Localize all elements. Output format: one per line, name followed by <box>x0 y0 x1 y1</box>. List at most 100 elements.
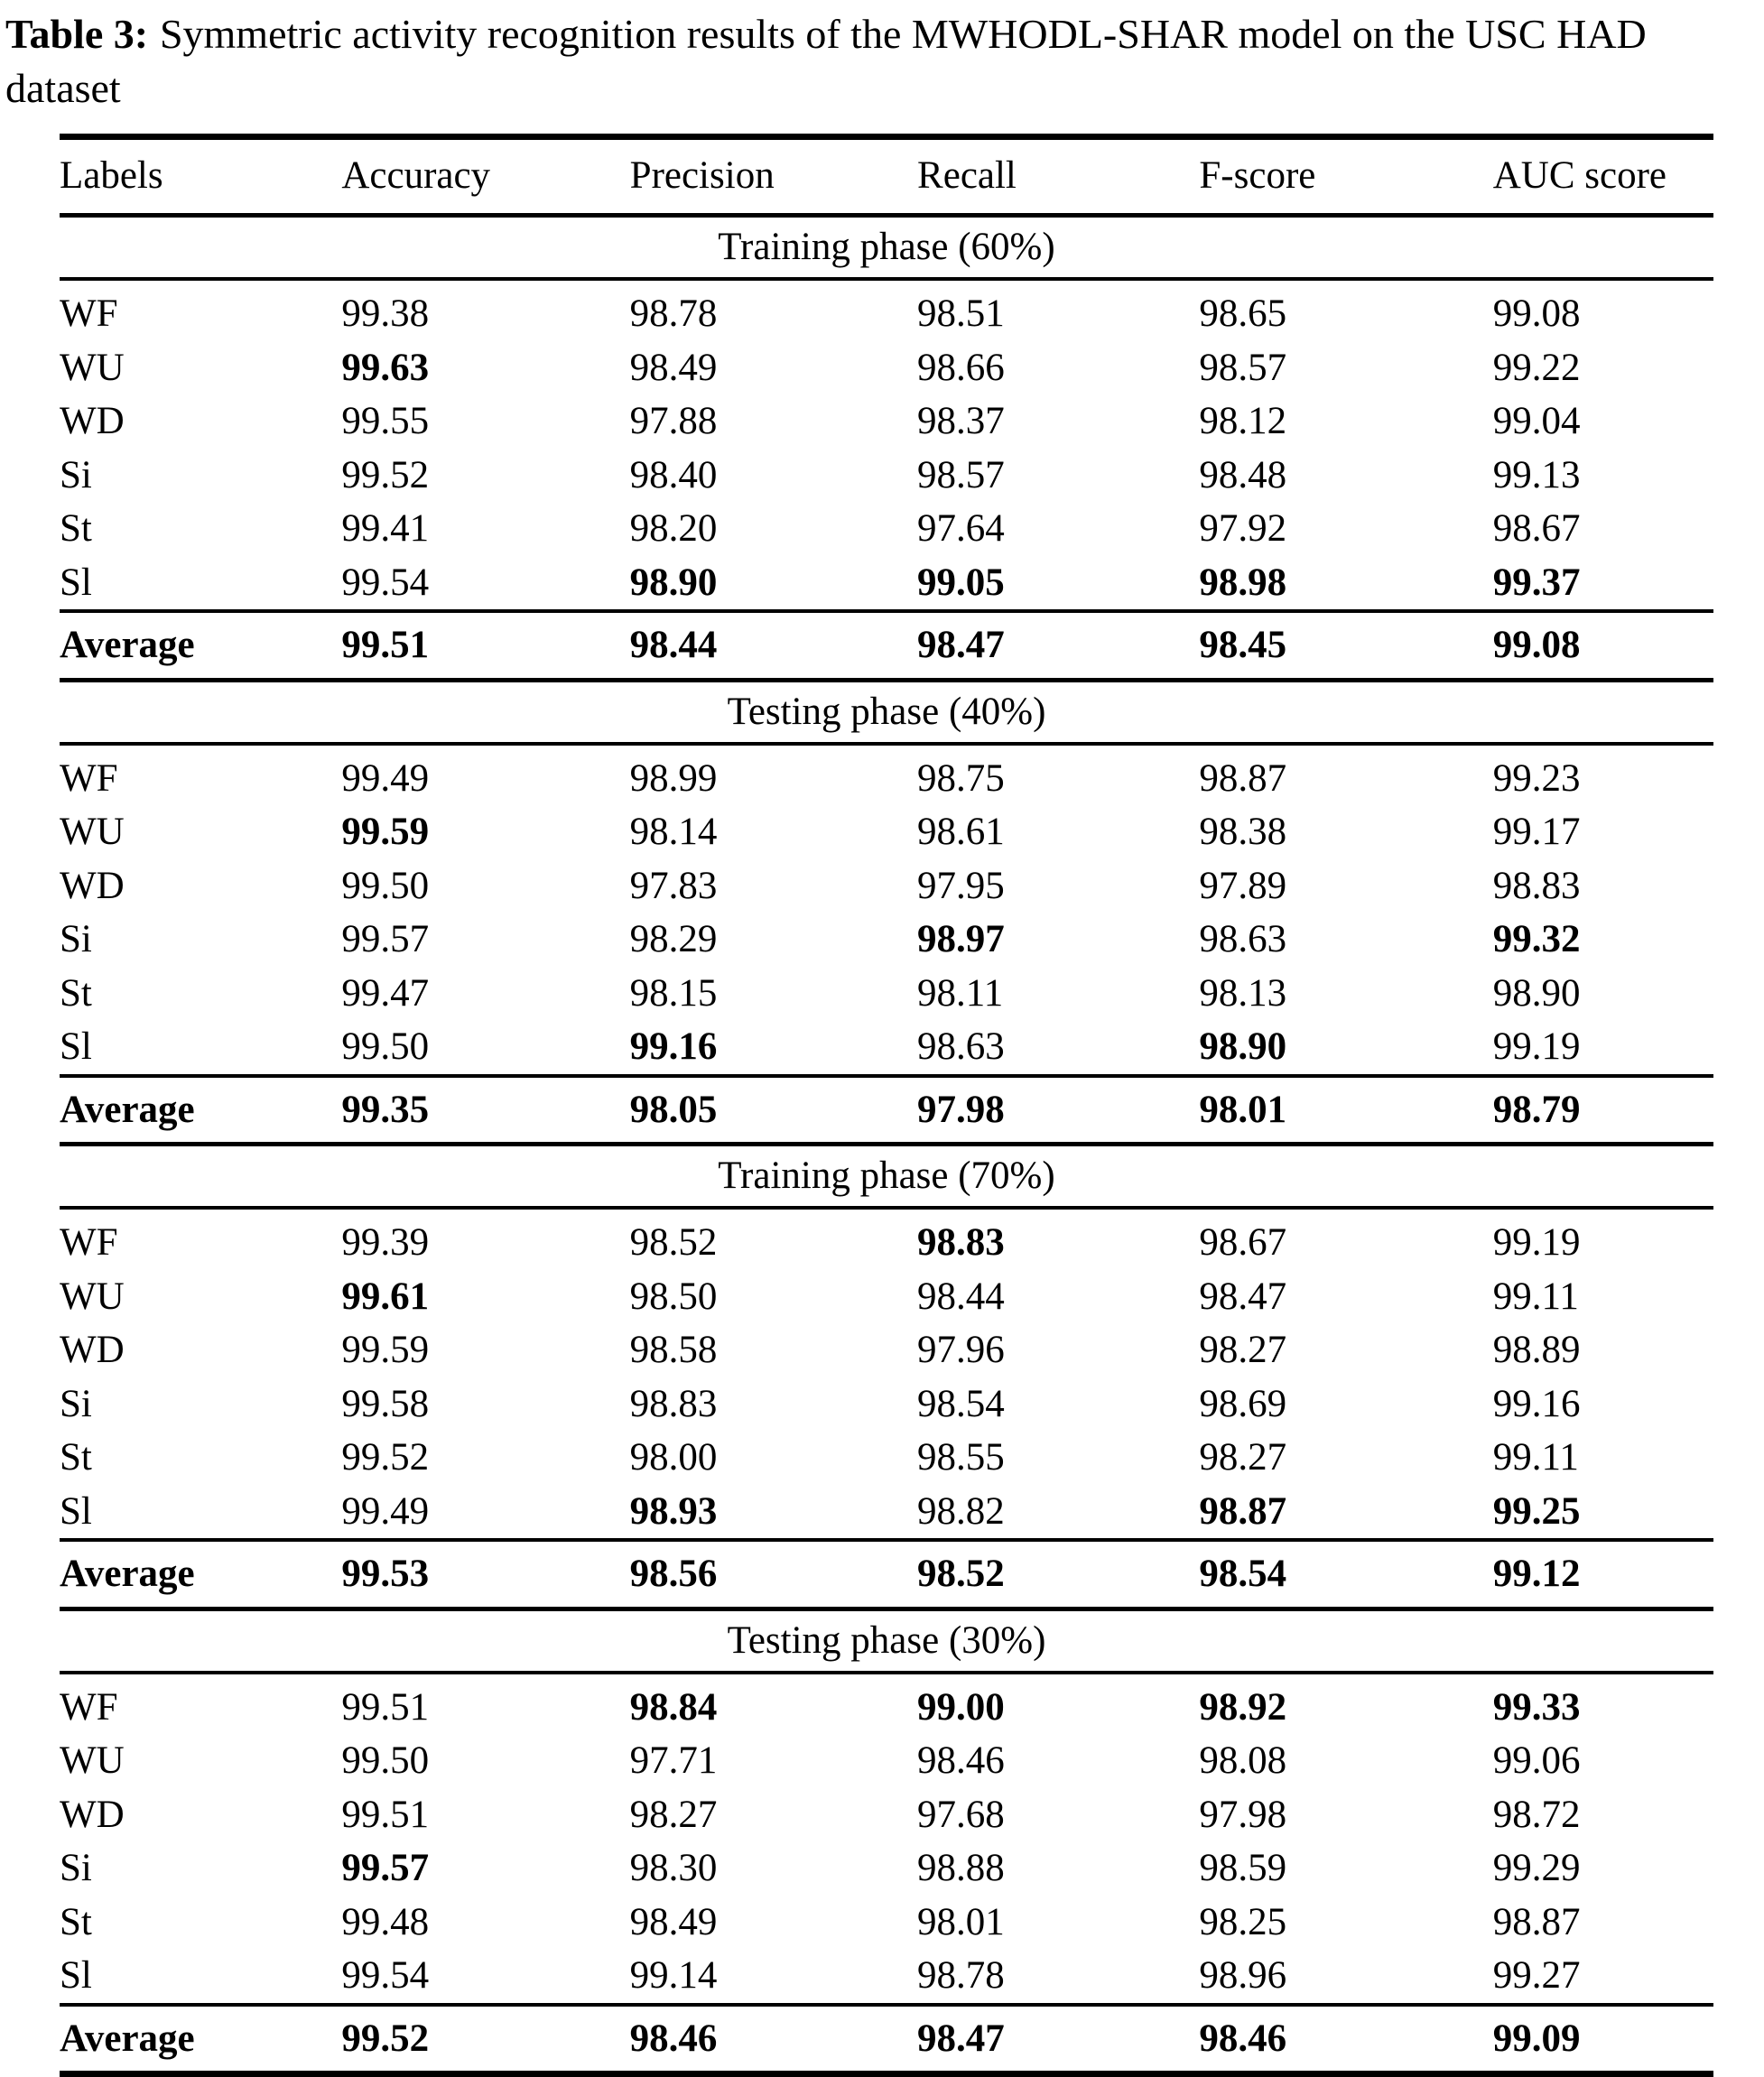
table-row: St 99.48 98.49 98.01 98.25 98.87 <box>60 1896 1713 1949</box>
row-label: St <box>60 971 92 1015</box>
value-cell: 99.22 <box>1492 346 1581 389</box>
row-label: St <box>60 1900 92 1943</box>
value-cell: 98.57 <box>917 453 1005 496</box>
value-cell: 99.41 <box>341 507 430 551</box>
value-cell: 98.40 <box>629 453 718 496</box>
value-cell: 99.11 <box>1492 1275 1579 1318</box>
value-cell: 98.63 <box>1199 918 1287 961</box>
average-value: 98.46 <box>629 2002 918 2077</box>
average-row: Average 99.51 98.44 98.47 98.45 99.08 <box>60 609 1713 682</box>
value-cell: 98.90 <box>1492 971 1581 1015</box>
table-row: WF 99.38 98.78 98.51 98.65 99.08 <box>60 279 1713 340</box>
value-cell: 98.93 <box>629 1489 718 1533</box>
value-cell: 98.15 <box>629 971 718 1015</box>
row-label: Si <box>60 453 92 496</box>
table-row: WF 99.39 98.52 98.83 98.67 99.19 <box>60 1208 1713 1269</box>
value-cell: 99.51 <box>341 1793 430 1836</box>
value-cell: 99.58 <box>341 1382 430 1425</box>
table-row: WU 99.63 98.49 98.66 98.57 99.22 <box>60 341 1713 394</box>
value-cell: 99.25 <box>1492 1489 1581 1533</box>
header-cell-accuracy: Accuracy <box>341 136 630 218</box>
value-cell: 98.67 <box>1492 507 1581 551</box>
section-title-row: Training phase (60%) <box>60 215 1713 282</box>
row-label: Si <box>60 1382 92 1425</box>
value-cell: 99.00 <box>917 1685 1005 1729</box>
table-row: WD 99.55 97.88 98.37 98.12 99.04 <box>60 394 1713 448</box>
value-cell: 97.92 <box>1199 507 1287 551</box>
row-label: Si <box>60 918 92 961</box>
table-row: St 99.47 98.15 98.11 98.13 98.90 <box>60 967 1713 1020</box>
value-cell: 98.51 <box>917 292 1005 336</box>
value-cell: 98.72 <box>1492 1793 1581 1836</box>
header-cell-labels: Labels <box>60 136 342 218</box>
table-row: WD 99.50 97.83 97.95 97.89 98.83 <box>60 859 1713 913</box>
value-cell: 98.58 <box>629 1329 718 1372</box>
table-row: Sl 99.49 98.93 98.82 98.87 99.25 <box>60 1485 1713 1540</box>
row-label: WF <box>60 1221 118 1265</box>
value-cell: 98.30 <box>629 1847 718 1890</box>
section-title-row: Training phase (70%) <box>60 1144 1713 1210</box>
value-cell: 98.52 <box>629 1221 718 1265</box>
value-cell: 99.50 <box>341 864 430 907</box>
value-cell: 99.52 <box>341 1436 430 1479</box>
value-cell: 98.88 <box>917 1847 1005 1890</box>
value-cell: 99.55 <box>341 400 430 443</box>
value-cell: 99.39 <box>341 1221 430 1265</box>
value-cell: 98.82 <box>917 1489 1005 1533</box>
value-cell: 99.63 <box>341 346 430 389</box>
value-cell: 98.59 <box>1199 1847 1287 1890</box>
average-value: 98.44 <box>629 609 918 682</box>
value-cell: 99.06 <box>1492 1739 1581 1783</box>
row-label: WD <box>60 1793 125 1836</box>
value-cell: 98.27 <box>1199 1329 1287 1372</box>
value-cell: 98.54 <box>917 1382 1005 1425</box>
value-cell: 98.78 <box>917 1954 1005 1998</box>
value-cell: 98.75 <box>917 756 1005 800</box>
value-cell: 98.61 <box>917 811 1005 854</box>
value-cell: 98.97 <box>917 918 1005 961</box>
value-cell: 98.89 <box>1492 1329 1581 1372</box>
average-value: 99.08 <box>1492 609 1713 682</box>
section-title: Training phase (70%) <box>60 1144 1713 1210</box>
row-label: St <box>60 1436 92 1479</box>
value-cell: 98.87 <box>1492 1900 1581 1943</box>
value-cell: 99.50 <box>341 1025 430 1069</box>
section-title-row: Testing phase (40%) <box>60 680 1713 746</box>
value-cell: 99.04 <box>1492 400 1581 443</box>
row-label: Sl <box>60 1954 92 1998</box>
table-row: Si 99.58 98.83 98.54 98.69 99.16 <box>60 1377 1713 1431</box>
value-cell: 98.14 <box>629 811 718 854</box>
section-title: Testing phase (30%) <box>60 1609 1713 1674</box>
value-cell: 98.87 <box>1199 756 1287 800</box>
value-cell: 97.88 <box>629 400 718 443</box>
row-label: WD <box>60 864 125 907</box>
value-cell: 98.44 <box>917 1275 1005 1318</box>
value-cell: 98.99 <box>629 756 718 800</box>
average-value: 99.35 <box>341 1073 630 1147</box>
average-value: 98.05 <box>629 1073 918 1147</box>
table-row: Si 99.52 98.40 98.57 98.48 99.13 <box>60 449 1713 502</box>
value-cell: 98.65 <box>1199 292 1287 336</box>
row-label: WD <box>60 1329 125 1372</box>
value-cell: 99.52 <box>341 453 430 496</box>
value-cell: 99.27 <box>1492 1954 1581 1998</box>
row-label: WU <box>60 1275 125 1318</box>
value-cell: 99.50 <box>341 1739 430 1783</box>
header-cell-fscore: F-score <box>1199 136 1493 218</box>
table-row: Si 99.57 98.29 98.97 98.63 99.32 <box>60 913 1713 966</box>
value-cell: 98.47 <box>1199 1275 1287 1318</box>
table-row: WD 99.51 98.27 97.68 97.98 98.72 <box>60 1788 1713 1841</box>
value-cell: 99.48 <box>341 1900 430 1943</box>
table-row: St 99.52 98.00 98.55 98.27 99.11 <box>60 1431 1713 1484</box>
average-value: 97.98 <box>917 1073 1200 1147</box>
value-cell: 99.57 <box>341 918 430 961</box>
average-value: 99.09 <box>1492 2002 1713 2077</box>
value-cell: 98.57 <box>1199 346 1287 389</box>
row-label: Sl <box>60 1025 92 1069</box>
section-title-row: Testing phase (30%) <box>60 1609 1713 1674</box>
table-row: WU 99.50 97.71 98.46 98.08 99.06 <box>60 1734 1713 1787</box>
row-label: WF <box>60 1685 118 1729</box>
header-cell-precision: Precision <box>629 136 918 218</box>
value-cell: 99.59 <box>341 1329 430 1372</box>
